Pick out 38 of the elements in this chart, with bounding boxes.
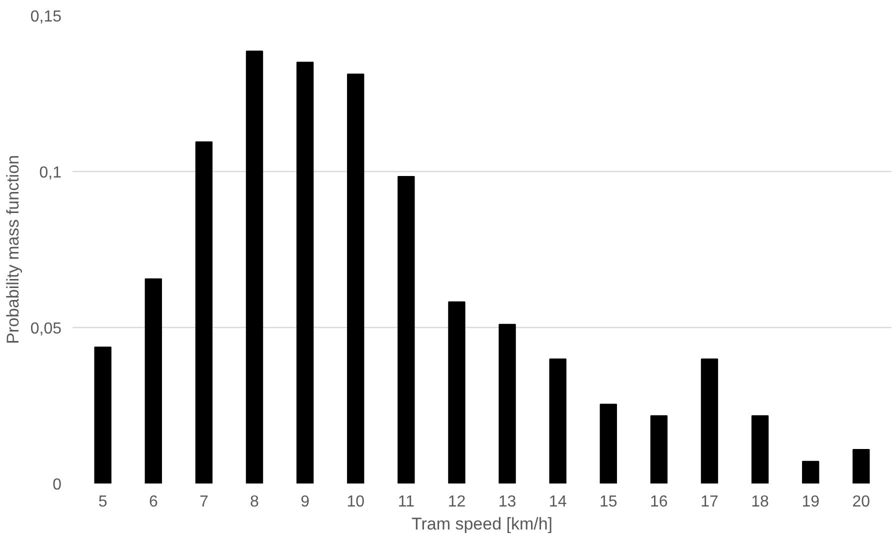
x-tick-label: 8 (250, 494, 260, 510)
bar (195, 141, 213, 484)
x-tick-label: 14 (548, 494, 567, 510)
y-tick-label: 0 (52, 476, 62, 494)
bar (246, 50, 264, 484)
bar (144, 278, 162, 484)
x-tick-label: 17 (700, 494, 718, 510)
bar (650, 415, 668, 484)
y-tick-label: 0,1 (39, 164, 62, 182)
x-axis-title: Tram speed [km/h] (411, 514, 553, 534)
bar (347, 74, 364, 484)
x-tick-label: 13 (498, 494, 516, 510)
x-tick-label: 7 (199, 494, 208, 510)
x-tick-label: 12 (448, 494, 466, 510)
x-tick-label: 15 (599, 494, 618, 510)
x-tick-label: 11 (398, 494, 415, 510)
y-tick-label: 0,15 (30, 8, 62, 26)
bar (700, 358, 718, 484)
x-tick-label: 16 (650, 494, 668, 510)
bar (94, 346, 112, 484)
x-tick-label: 10 (346, 494, 365, 510)
bar (448, 301, 466, 484)
bar (751, 415, 769, 484)
bar (498, 324, 516, 484)
bar (802, 460, 820, 484)
y-axis-title: Probability mass function (3, 155, 22, 344)
bar (600, 404, 617, 484)
x-tick-label: 5 (98, 494, 108, 510)
bar (398, 176, 415, 484)
x-tick-label: 18 (751, 494, 770, 510)
y-tick-label: 0,05 (30, 320, 62, 338)
bar (852, 448, 870, 484)
x-tick-label: 6 (148, 494, 158, 510)
bar (549, 358, 566, 484)
x-tick-label: 19 (802, 494, 820, 510)
x-tick-label: 9 (300, 494, 310, 510)
bar (296, 62, 314, 484)
x-tick-label: 20 (852, 494, 870, 510)
